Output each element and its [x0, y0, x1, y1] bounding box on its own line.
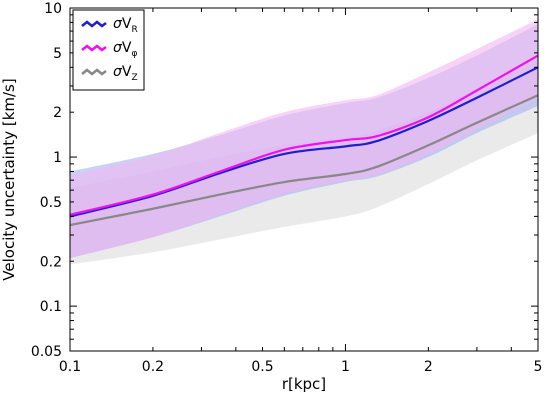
y-tick-label: 1 — [53, 150, 62, 166]
legend-subscript: φ — [131, 49, 137, 59]
series-lines — [69, 54, 539, 227]
x-tick-label: 2 — [424, 359, 433, 375]
line-vr — [69, 66, 539, 218]
legend-subscript: Z — [131, 73, 137, 83]
band-vphi — [70, 19, 538, 259]
legend-var: V — [122, 40, 132, 56]
legend-label: σVR — [113, 16, 138, 35]
y-tick-label: 10 — [44, 1, 62, 17]
x-tick-label: 1 — [341, 359, 350, 375]
x-axis-label: r[kpc] — [282, 375, 326, 393]
x-tick-label: 5 — [534, 359, 543, 375]
y-tick-label: 5 — [53, 46, 62, 62]
legend-sigma: σ — [113, 40, 123, 56]
uncertainty-bands — [70, 19, 538, 265]
plot-frame — [69, 7, 539, 352]
axis-ticks — [69, 7, 539, 352]
legend-subscript: R — [131, 25, 137, 35]
legend-sigma: σ — [113, 16, 123, 32]
y-axis-label: Velocity uncertainty [km/s] — [0, 78, 18, 280]
y-tick-label: 2 — [53, 105, 62, 121]
legend-label: σVφ — [113, 40, 137, 59]
y-tick-label: 0.2 — [40, 254, 62, 270]
x-tick-label: 0.5 — [251, 359, 273, 375]
x-tick-label: 0.2 — [142, 359, 164, 375]
legend-label: σVZ — [113, 64, 138, 83]
line-vz — [69, 94, 539, 227]
legend-var: V — [122, 64, 132, 80]
y-tick-label: 0.1 — [40, 299, 62, 315]
legend-handle — [81, 44, 107, 52]
legend-handle — [81, 20, 107, 28]
y-tick-label: 0.5 — [40, 195, 62, 211]
y-tick-label: 0.05 — [31, 344, 62, 360]
legend-var: V — [122, 16, 132, 32]
legend-sigma: σ — [113, 64, 123, 80]
x-tick-label: 0.1 — [59, 359, 81, 375]
legend-handle — [81, 68, 107, 76]
y-tick-labels: 0.05 0.1 0.2 0.5 1 2 5 10 — [31, 1, 62, 360]
x-tick-labels: 0.1 0.2 0.5 1 2 5 — [59, 359, 543, 375]
line-vphi — [69, 54, 539, 216]
